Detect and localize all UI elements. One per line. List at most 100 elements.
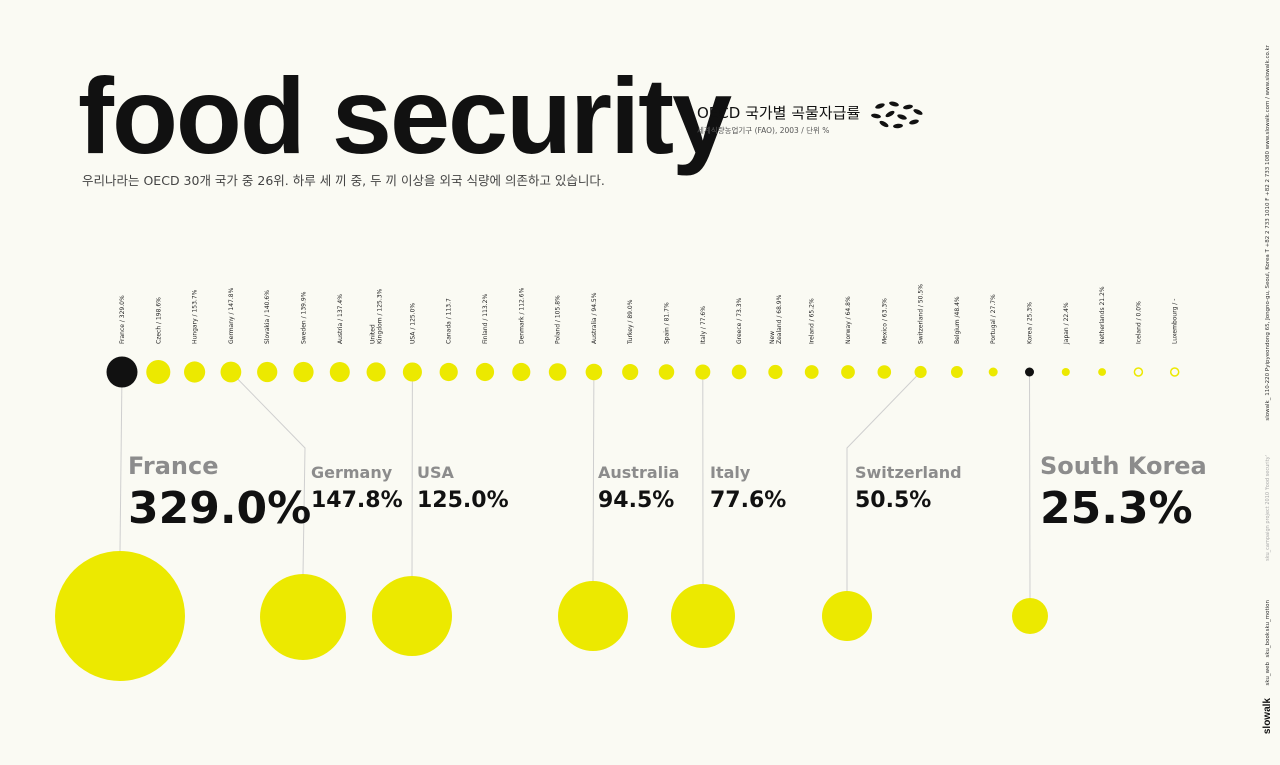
- highlight-name: Switzerland: [855, 463, 962, 482]
- country-dot: [622, 363, 639, 381]
- country-dot: [220, 361, 242, 383]
- country-label: Portugal / 27.7%: [990, 294, 997, 344]
- highlight-circle: [55, 551, 185, 681]
- country-dot: [988, 367, 998, 377]
- highlight-value: 77.6%: [710, 488, 786, 513]
- country-dot: [841, 365, 855, 379]
- country-label: NewZealand / 68.9%: [769, 294, 783, 344]
- connector-line: [119, 371, 123, 552]
- country-label: Netherlands 21.2%: [1099, 286, 1106, 344]
- highlight-value: 94.5%: [598, 488, 674, 513]
- country-label: UnitedKingdom / 125.3%: [370, 288, 384, 344]
- highlight-value: 329.0%: [128, 483, 311, 534]
- country-dot: [658, 364, 675, 380]
- country-label: France / 329.0%: [119, 295, 126, 344]
- country-label: Sweden / 139.9%: [301, 291, 308, 344]
- country-label: Spain / 81.7%: [664, 302, 671, 344]
- country-dot: [1025, 367, 1034, 377]
- country-label: Austria / 137.4%: [337, 294, 344, 344]
- country-label: Hungary / 153.7%: [192, 289, 199, 344]
- country-label: Italy / 77.6%: [700, 306, 707, 344]
- country-label: Australia / 94.5%: [591, 292, 598, 344]
- country-label: Denmark / 112.6%: [518, 287, 525, 344]
- country-dot: [1133, 367, 1144, 377]
- country-dot: [402, 362, 422, 382]
- country-label: Ireland / 65.2%: [809, 298, 816, 344]
- highlight-value: 25.3%: [1040, 483, 1193, 534]
- highlight-circle: [372, 576, 452, 656]
- country-label: Iceland / 0.0%: [1135, 301, 1142, 344]
- country-dot: [512, 362, 531, 382]
- highlight-value: 50.5%: [855, 488, 931, 513]
- country-dot: [146, 359, 171, 385]
- grain-icon: [871, 101, 923, 129]
- highlight-value: 125.0%: [417, 488, 509, 513]
- highlight-circle: [822, 591, 872, 641]
- country-labels: France / 329.0% Czech / 198.6% Hungary / 1…: [119, 284, 1179, 345]
- highlight-name: Australia: [598, 463, 679, 482]
- highlight-name: South Korea: [1040, 452, 1207, 480]
- country-dot: [439, 362, 458, 382]
- country-dot: [184, 361, 206, 383]
- brand-logo: slowalk: [1262, 698, 1273, 735]
- connector-line: [230, 371, 306, 575]
- country-label: Canada / 113.7: [446, 298, 453, 344]
- country-label: Slovakia / 140.6%: [264, 290, 271, 344]
- country-dot: [1098, 368, 1107, 376]
- highlight-name: USA: [417, 463, 455, 482]
- country-dot: [914, 365, 927, 379]
- source-note: 세계식량농업기구 (FAO), 2003 / 단위 %: [697, 126, 830, 135]
- country-label: Mexico / 63.3%: [881, 298, 888, 344]
- country-label: Poland / 105.8%: [555, 295, 562, 344]
- country-dot: [548, 363, 567, 381]
- country-label: Greece / 73.3%: [736, 297, 743, 344]
- country-dot: [731, 364, 747, 380]
- country-dot: [585, 363, 603, 381]
- country-dot: [106, 356, 138, 388]
- connector-line: [846, 371, 921, 591]
- campaign-note: sku_campaign project 2010 'food security…: [1265, 455, 1271, 561]
- highlight-circle: [558, 581, 628, 651]
- highlight-name: France: [128, 452, 218, 480]
- country-dots: [106, 356, 1180, 388]
- country-label: Luxembourg / -: [1172, 299, 1179, 344]
- highlight-value: 147.8%: [311, 488, 403, 513]
- country-dot: [1169, 367, 1180, 377]
- country-dot: [257, 361, 278, 383]
- country-label: USA / 125.0%: [409, 303, 416, 344]
- country-label: Turkey / 89.0%: [627, 299, 634, 345]
- country-dot: [877, 365, 892, 379]
- highlight-circle: [671, 584, 735, 648]
- country-label: Korea / 25.3%: [1027, 302, 1034, 344]
- country-label: Germany / 147.8%: [228, 287, 235, 344]
- food-security-chart: France / 329.0% Czech / 198.6% Hungary / 1…: [55, 284, 1207, 681]
- page-title: food security: [78, 55, 732, 176]
- connector-line: [1029, 371, 1031, 599]
- country-dot: [695, 364, 711, 380]
- highlight-circle: [260, 574, 346, 660]
- country-dot: [768, 364, 783, 380]
- description-text: 우리나라는 OECD 30개 국가 중 26위. 하루 세 끼 중, 두 끼 이…: [82, 173, 605, 188]
- link-sku-motion[interactable]: sku_motion: [1265, 600, 1271, 632]
- country-label: Norway / 64.8%: [845, 296, 852, 344]
- connector-lines: [119, 371, 1031, 599]
- country-label: Finland / 113.2%: [482, 294, 489, 344]
- highlight-name: Italy: [710, 463, 751, 482]
- country-label: Switzerland / 50.5%: [918, 284, 925, 344]
- highlight-name: Germany: [311, 463, 393, 482]
- country-label: Czech / 198.6%: [155, 297, 162, 344]
- highlight-group: France 329.0%Germany 147.8% USA 125.0% Austra…: [55, 452, 1207, 681]
- country-dot: [366, 362, 386, 382]
- link-sku-web[interactable]: sku_web: [1265, 662, 1271, 686]
- country-dot: [804, 365, 819, 379]
- country-dot: [950, 366, 963, 378]
- country-dot: [475, 362, 495, 382]
- highlight-circle: [1012, 598, 1048, 634]
- link-sku-book[interactable]: sku_book: [1265, 632, 1271, 658]
- country-label: Japan / 22.4%: [1063, 302, 1070, 345]
- country-dot: [293, 361, 314, 383]
- contact-info: slowalk_ 110-220 Pyipyeondong 65, Jongno…: [1265, 45, 1271, 421]
- country-label: Belgium /48.4%: [954, 296, 961, 344]
- country-dot: [329, 361, 350, 383]
- country-dot: [1061, 367, 1070, 377]
